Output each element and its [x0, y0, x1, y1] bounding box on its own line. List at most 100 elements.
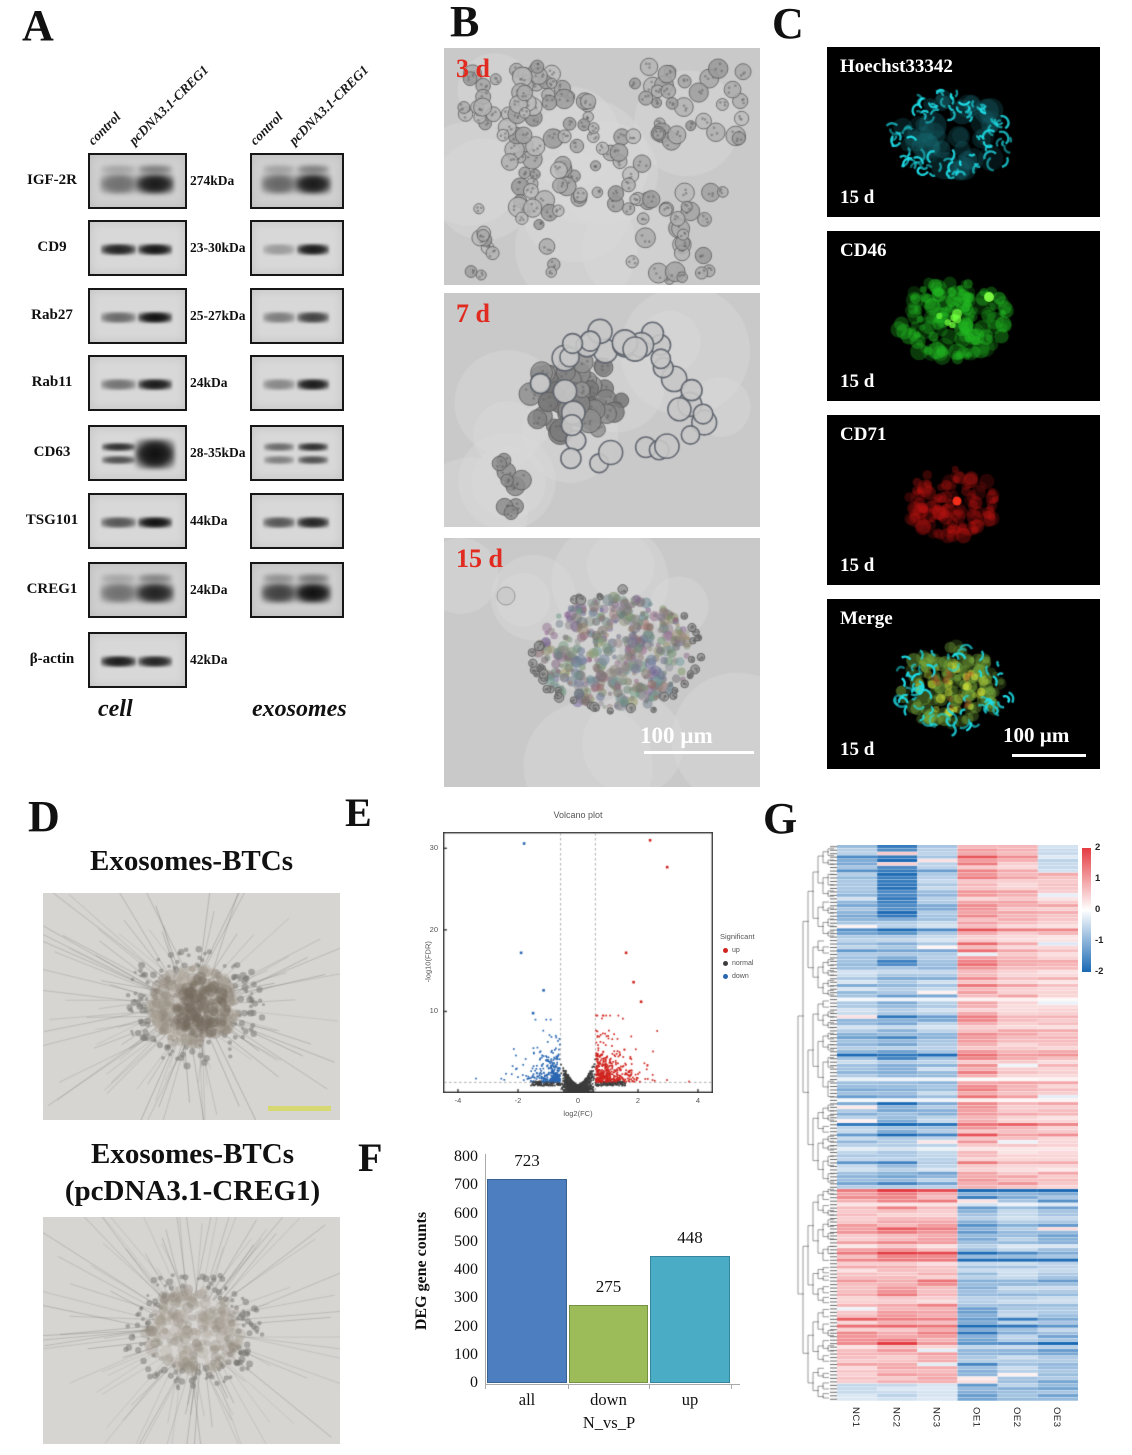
spheroid-2 [43, 1217, 340, 1444]
blot-band [262, 311, 296, 323]
lane-header-control-exo: control [246, 109, 286, 148]
heatmap-scale-tick-1: 1 [1095, 873, 1101, 884]
protein-label-1: CD9 [37, 239, 67, 255]
blot-band [102, 456, 135, 464]
blot-exo-3 [250, 355, 344, 411]
blot-exo-5 [250, 493, 344, 549]
legend-dot-up [723, 948, 728, 953]
legend-label-normal: normal [732, 960, 754, 967]
volcano-ytick-20: 20 [429, 924, 438, 934]
bar-ytick-600: 600 [454, 1204, 478, 1222]
legend-label-up: up [732, 947, 740, 954]
scale-text-c: 100 µm [1003, 723, 1070, 747]
fluorescence-merge [827, 599, 1100, 769]
scale-bar-d-yellow [268, 1106, 331, 1111]
micrograph-b-3 [444, 538, 760, 787]
volcano-legend-title: Significant [720, 932, 755, 941]
protein-label-3: Rab11 [31, 374, 73, 390]
blot-band [101, 655, 136, 667]
heatmap-col-OE2: OE2 [1010, 1407, 1022, 1428]
panel-e-letter: E [345, 790, 372, 835]
bar-value-down: 275 [595, 1277, 622, 1297]
blot-band [102, 443, 135, 451]
lane-header-control-cell: control [84, 109, 124, 148]
blot-band [137, 243, 172, 255]
fluorescence-cyan [827, 47, 1100, 217]
blot-cell-1 [88, 220, 187, 276]
panel-d-letter: D [28, 792, 60, 841]
kda-label-4: 28-35kDa [190, 445, 246, 460]
blot-band [261, 583, 297, 603]
volcano-xtick--2: -2 [514, 1096, 522, 1105]
blot-band [297, 516, 330, 528]
protein-label-2: Rab27 [31, 307, 73, 323]
blot-band [99, 174, 138, 194]
heatmap-col-NC3: NC3 [930, 1407, 942, 1428]
protein-label-6: CREG1 [26, 581, 78, 597]
heatmap-col-NC2: NC2 [890, 1407, 902, 1428]
fluor-label-red: CD71 [840, 424, 887, 445]
fluor-time-red: 15 d [840, 555, 875, 576]
fluor-label-merge: Merge [840, 608, 893, 629]
scale-bar-b [644, 751, 754, 754]
blot-cell-4 [88, 425, 187, 481]
blot-cell-5 [88, 493, 187, 549]
blot-band [99, 583, 138, 603]
micrograph-b-1 [444, 48, 760, 285]
blot-band [295, 583, 332, 603]
volcano-canvas [443, 832, 713, 1093]
blot-band [135, 583, 174, 603]
bar-ytick-400: 400 [454, 1261, 478, 1278]
bar-ylabel: DEG gene counts [413, 1211, 430, 1331]
time-label-b-1: 3 d [456, 54, 490, 83]
volcano-xtick-2: 2 [635, 1096, 641, 1105]
heatmap-scale-tick--1: -1 [1095, 935, 1104, 946]
blot-band [101, 164, 136, 174]
lane-header-pcdna-exo: pcDNA3.1-CREG1 [285, 62, 372, 148]
fluor-label-green: CD46 [840, 240, 887, 261]
blot-band [262, 378, 296, 390]
scale-bar-c [1012, 754, 1086, 757]
blot-band [137, 378, 172, 390]
blot-band [297, 243, 330, 255]
blot-exo-0 [250, 153, 344, 209]
heatmap-scale-tick-0: 0 [1095, 904, 1101, 915]
legend-label-down: down [732, 973, 749, 980]
fluorescence-red [827, 415, 1100, 585]
blot-cell-7 [88, 632, 187, 688]
volcano-xtick-0: 0 [575, 1096, 581, 1105]
bar-ytick-200: 200 [454, 1317, 478, 1335]
legend-dot-normal [723, 961, 728, 966]
bar-ytick-0: 0 [470, 1374, 478, 1391]
panel-d-title-top: Exosomes-BTCs [89, 845, 293, 877]
kda-label-3: 24kDa [190, 375, 228, 390]
blot-band [137, 164, 172, 174]
bar-ytick-300: 300 [454, 1289, 478, 1307]
scale-text-b: 100 µm [640, 723, 713, 748]
blot-band [261, 174, 297, 194]
bar-ytick-500: 500 [454, 1232, 478, 1250]
blot-cell-3 [88, 355, 187, 411]
blot-band [137, 516, 172, 528]
fluor-time-merge: 15 d [840, 739, 875, 760]
volcano-ylabel: -log10(FDR) [423, 940, 433, 982]
blot-cell-6 [88, 562, 187, 618]
bar-group-label: N_vs_P [582, 1413, 636, 1432]
panel-f-letter: F [358, 1135, 383, 1180]
group-label-cell: cell [98, 696, 133, 722]
fluorescence-green [827, 231, 1100, 401]
protein-label-7: β-actin [29, 651, 75, 667]
bar-down [569, 1305, 648, 1383]
blot-band [263, 456, 295, 464]
panel-d-title-bottom-2: (pcDNA3.1-CREG1) [64, 1175, 321, 1207]
heatmap-scale-tick-2: 2 [1095, 842, 1101, 853]
panel-d-title-bottom-1: Exosomes-BTCs [90, 1138, 294, 1170]
kda-label-1: 23-30kDa [190, 240, 246, 255]
group-label-exosomes: exosomes [252, 696, 347, 722]
panel-a-letter: A [22, 1, 54, 50]
blot-band [297, 573, 330, 583]
kda-label-6: 24kDa [190, 582, 228, 597]
protein-label-4: CD63 [33, 444, 71, 460]
bar-up [650, 1256, 730, 1383]
